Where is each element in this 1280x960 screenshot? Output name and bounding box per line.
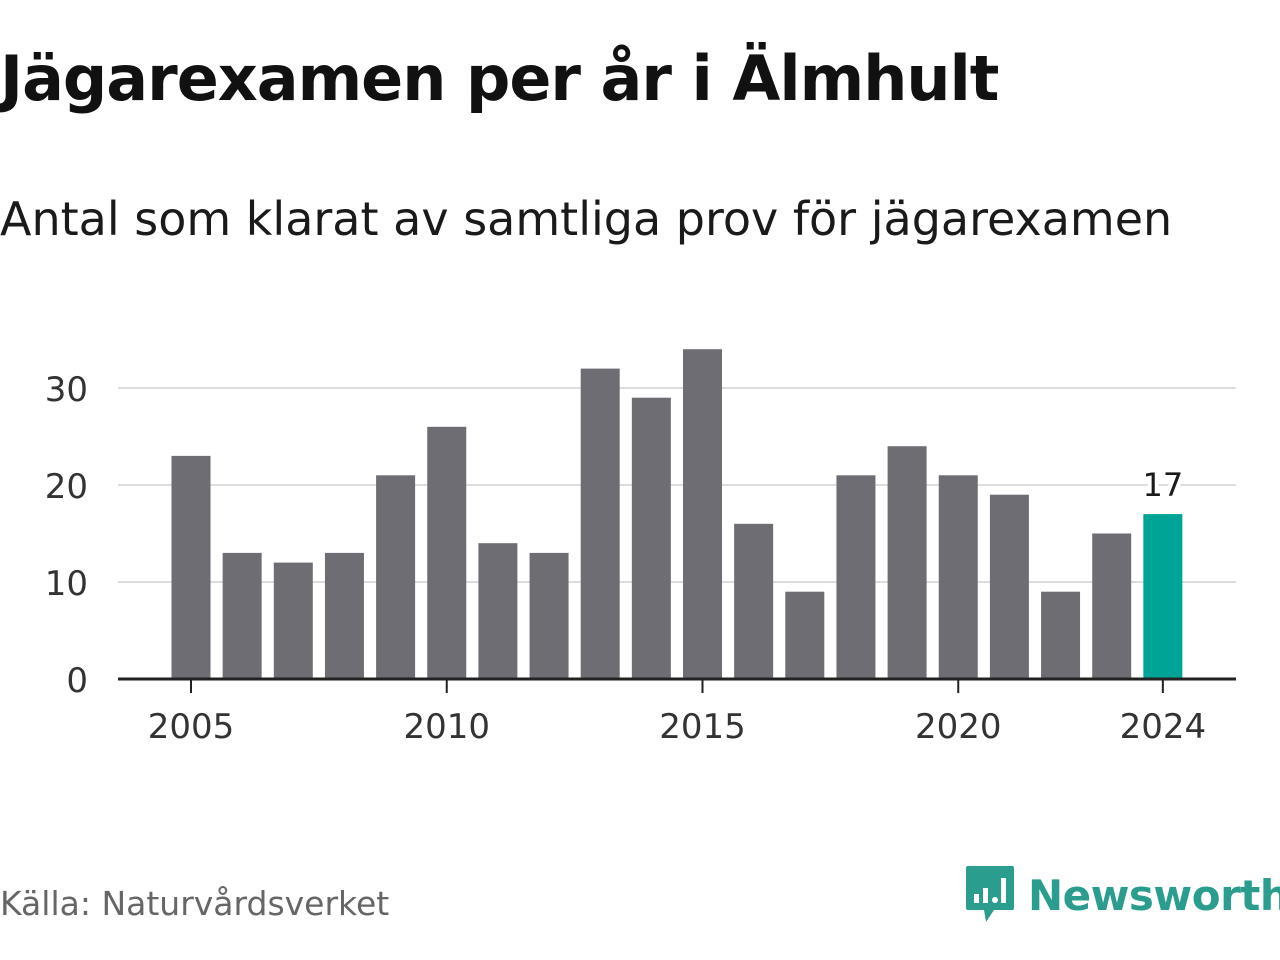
y-tick-label: 10 (45, 564, 88, 604)
bar (938, 475, 978, 679)
x-tick-label: 2015 (659, 707, 746, 747)
bar (1092, 533, 1132, 679)
bar (580, 368, 620, 679)
bar (171, 455, 211, 679)
x-tick-label: 2010 (403, 707, 490, 747)
x-tick-label: 2024 (1120, 707, 1207, 747)
newsworthy-logo-text: Newsworthy (1028, 870, 1280, 920)
chart-title: Jägarexamen per år i Älmhult (0, 42, 999, 115)
bar (989, 494, 1029, 679)
bar (222, 552, 262, 679)
x-tick-label: 2005 (148, 707, 235, 747)
bar (631, 397, 671, 679)
bar (427, 426, 467, 679)
y-tick-label: 20 (45, 467, 88, 507)
bar (887, 446, 927, 679)
bar (836, 475, 876, 679)
y-tick-label: 30 (45, 370, 88, 410)
bar (324, 552, 364, 679)
bar (529, 552, 569, 679)
bar (376, 475, 416, 679)
source-note: Källa: Naturvårdsverket (0, 884, 390, 923)
bar (734, 523, 774, 679)
bar (683, 349, 722, 679)
y-tick-label: 0 (66, 661, 88, 701)
bar (785, 591, 825, 679)
chart-subtitle: Antal som klarat av samtliga prov för jä… (0, 192, 1173, 246)
x-tick-label: 2020 (915, 707, 1002, 747)
newsworthy-logo-icon (966, 866, 1014, 922)
data-label: 17 (1142, 466, 1183, 504)
newsworthy-logo: Newsworthy (964, 864, 1280, 926)
bar (478, 543, 518, 679)
bar-highlight (1143, 514, 1183, 679)
bar (273, 562, 313, 679)
bar (1041, 591, 1081, 679)
bar-chart: 0 10 20 30 17 2005 2010 2015 2020 2024 (45, 349, 1236, 747)
